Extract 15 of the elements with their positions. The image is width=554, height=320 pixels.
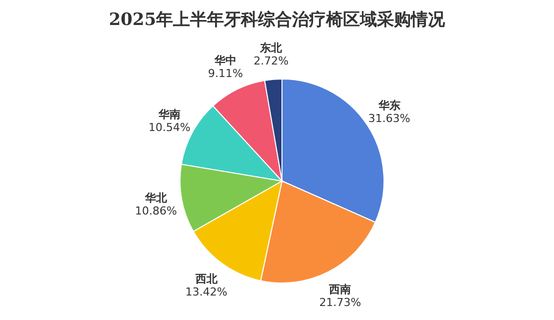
slice-label: 西北 xyxy=(194,272,218,286)
data-label: 9.11% xyxy=(208,67,243,80)
slice-label: 华北 xyxy=(144,191,168,204)
data-label: 10.54% xyxy=(148,121,190,134)
slice-label: 华中 xyxy=(214,54,237,68)
chart-title: 2025年上半年牙科综合治疗椅区域采购情况 xyxy=(108,9,446,31)
slice-label: 华东 xyxy=(377,99,400,112)
data-label: 31.63% xyxy=(368,112,410,126)
data-label: 13.42% xyxy=(185,285,228,298)
slice-label: 东北 xyxy=(259,41,284,54)
data-label: 2.72% xyxy=(254,54,289,68)
slice-label: 华南 xyxy=(157,108,180,122)
data-label: 21.73% xyxy=(319,296,362,310)
data-label: 10.86% xyxy=(134,204,177,218)
slice-label: 西南 xyxy=(328,283,352,296)
